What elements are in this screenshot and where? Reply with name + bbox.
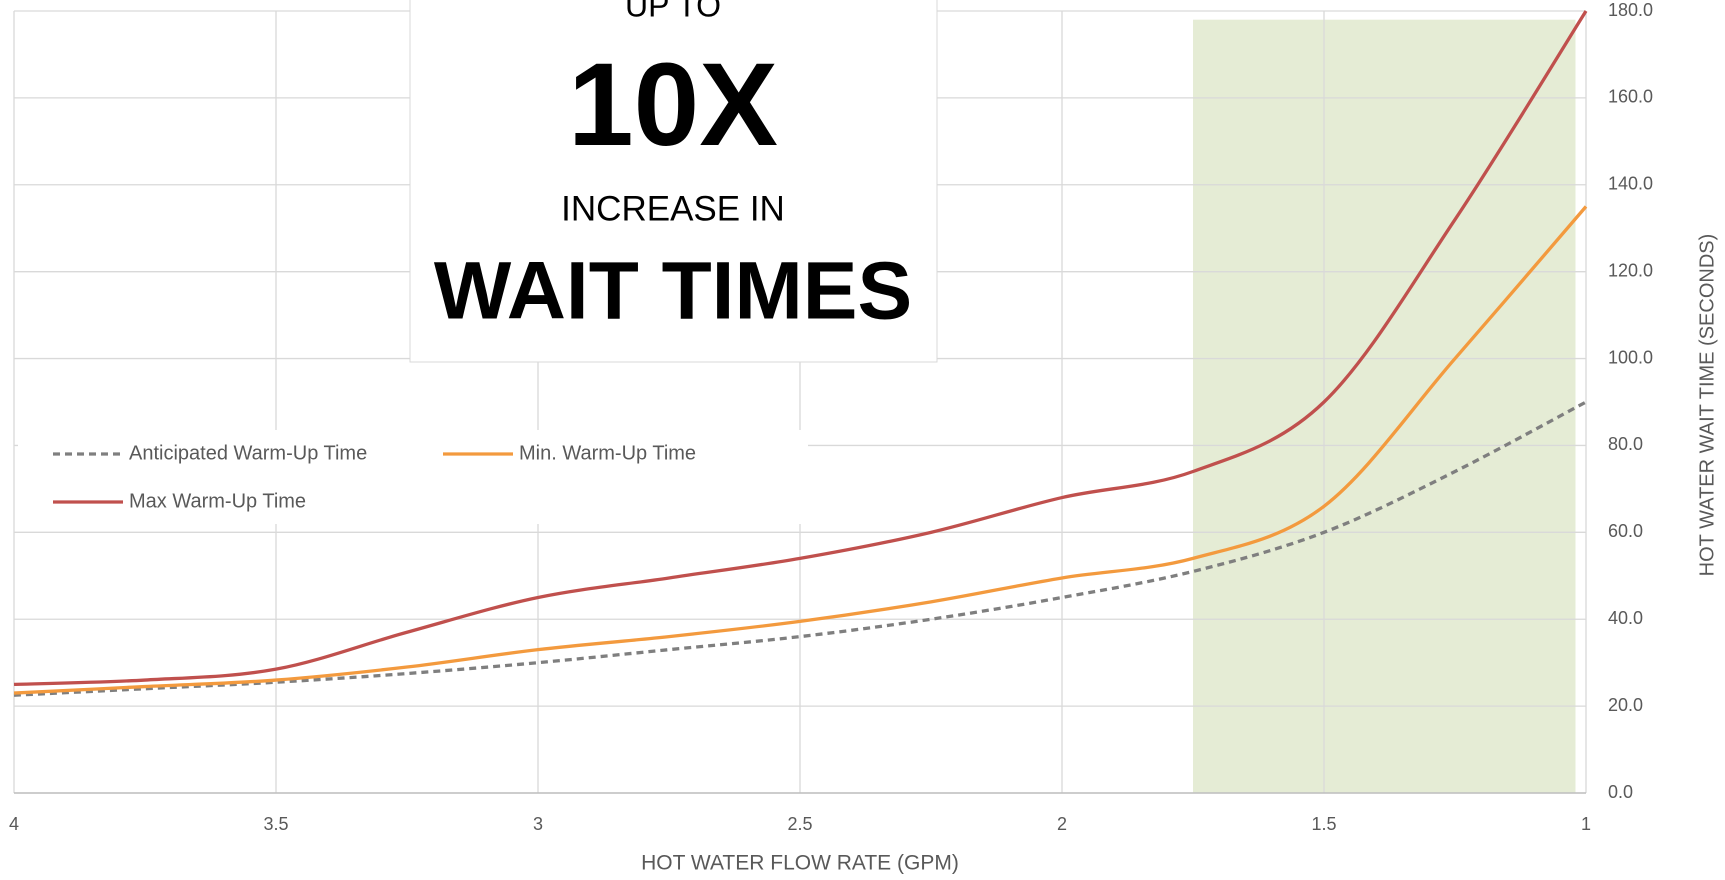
y-tick-label: 60.0 <box>1608 521 1643 541</box>
annotation-text: INCREASE IN <box>561 189 785 228</box>
y-axis-title: HOT WATER WAIT TIME (SECONDS) <box>1696 234 1718 577</box>
y-tick-label: 0.0 <box>1608 782 1633 802</box>
legend-label: Max Warm-Up Time <box>129 490 306 512</box>
y-tick-label: 160.0 <box>1608 87 1653 107</box>
y-tick-label: 120.0 <box>1608 260 1653 280</box>
lines <box>13 10 1588 697</box>
x-tick-label: 1.5 <box>1311 814 1336 834</box>
x-tick-label: 2.5 <box>787 814 812 834</box>
series-line <box>13 205 1588 695</box>
y-tick-label: 180.0 <box>1608 0 1653 20</box>
annotation-text: 10X <box>568 39 778 171</box>
x-tick-label: 4 <box>9 814 19 834</box>
legend-box <box>18 430 808 524</box>
y-tick-label: 40.0 <box>1608 608 1643 628</box>
under-layer <box>1193 19 1576 793</box>
x-tick-label: 2 <box>1057 814 1067 834</box>
over-layer: 0.0 20.0 40.0 60.0 80.0 100.0 120.0 140.0 160.0 1… <box>9 0 1653 834</box>
x-axis-title: HOT WATER FLOW RATE (GPM) <box>641 852 959 875</box>
legend-label: Min. Warm-Up Time <box>519 442 696 464</box>
y-tick-label: 20.0 <box>1608 695 1643 715</box>
annotation-text: WAIT TIMES <box>434 246 912 337</box>
series-line <box>13 10 1588 687</box>
y-tick-label: 80.0 <box>1608 434 1643 454</box>
x-tick-label: 3 <box>533 814 543 834</box>
legend-label: Anticipated Warm-Up Time <box>129 442 367 464</box>
highlight-region <box>1193 19 1576 793</box>
legend: Anticipated Warm-Up Time Min. Warm-Up Tim… <box>53 442 696 512</box>
annotation-box <box>409 0 938 363</box>
y-tick-label: 100.0 <box>1608 347 1653 367</box>
x-tick-label: 1 <box>1581 814 1591 834</box>
x-tick-label: 3.5 <box>263 814 288 834</box>
annotation-text: UP TO <box>625 0 721 23</box>
y-tick-label: 140.0 <box>1608 174 1653 194</box>
